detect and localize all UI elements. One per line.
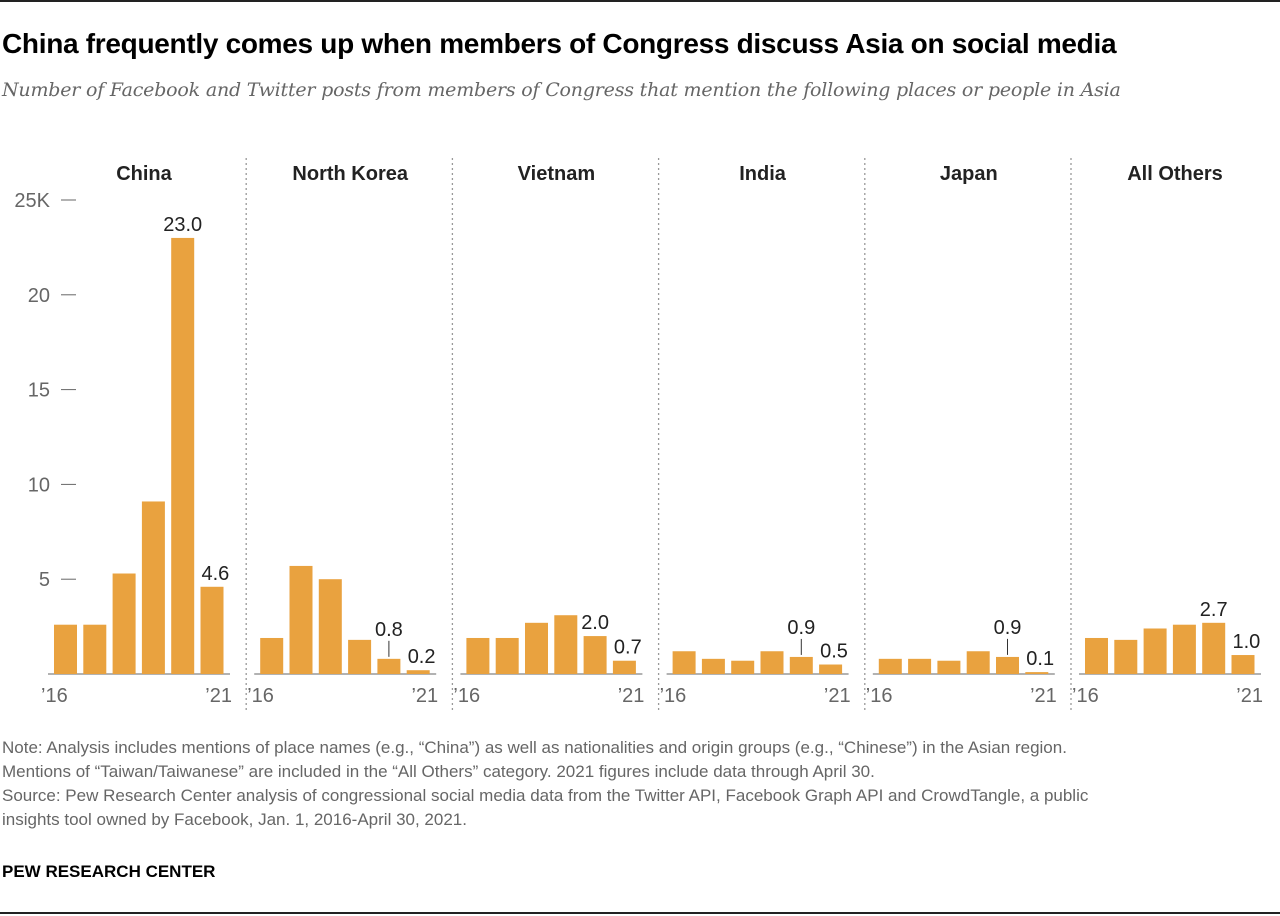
bar-india-2016 (672, 651, 696, 674)
bar-india-2019 (760, 651, 784, 674)
chart-subtitle: Number of Facebook and Twitter posts fro… (2, 79, 1121, 101)
source-line-2: insights tool owned by Facebook, Jan. 1,… (2, 810, 467, 829)
bar-all-others-2021 (1231, 655, 1255, 674)
bar-north-korea-2019 (348, 639, 372, 674)
note-line-2: Mentions of “Taiwan/Taiwanese” are inclu… (2, 762, 875, 781)
data-label-all-others-2020: 2.7 (1200, 599, 1228, 621)
brand-label: PEW RESEARCH CENTER (2, 862, 216, 881)
data-label-china-2020: 23.0 (163, 214, 202, 236)
y-tick-label: 25K (14, 190, 50, 212)
x-label-start: ’16 (41, 685, 68, 707)
bar-india-2020 (789, 656, 813, 674)
y-tick-label: 5 (39, 569, 50, 591)
x-label-end: ’21 (824, 685, 851, 707)
bar-vietnam-2020 (583, 636, 607, 674)
bar-vietnam-2018 (525, 622, 548, 674)
panel-title-japan: Japan (940, 163, 998, 185)
bar-japan-2018 (937, 660, 961, 674)
x-label-end: ’21 (1030, 685, 1057, 707)
y-tick-label: 20 (28, 285, 50, 307)
chart-title: China frequently comes up when members o… (2, 28, 1117, 59)
x-label-start: ’16 (866, 685, 893, 707)
bar-north-korea-2020 (377, 658, 401, 674)
panel-title-north-korea: North Korea (292, 163, 408, 185)
data-label-india-2021: 0.5 (820, 641, 848, 663)
bar-japan-2019 (966, 651, 990, 674)
data-label-vietnam-2021: 0.7 (614, 637, 642, 659)
bar-all-others-2017 (1114, 639, 1138, 674)
bar-india-2018 (731, 660, 755, 674)
y-tick-label: 10 (28, 474, 50, 496)
panel-title-vietnam: Vietnam (518, 163, 595, 185)
y-tick-label: 15 (28, 380, 50, 402)
bottom-rule (0, 912, 1280, 914)
bar-north-korea-2016 (260, 637, 284, 674)
panel-title-india: India (739, 163, 787, 185)
bar-india-2021 (819, 664, 843, 674)
source-line-1: Source: Pew Research Center analysis of … (2, 786, 1089, 805)
bar-japan-2016 (878, 658, 902, 674)
bar-all-others-2018 (1143, 628, 1167, 674)
bar-vietnam-2016 (466, 637, 490, 674)
data-label-japan-2021: 0.1 (1026, 648, 1054, 670)
bar-japan-2017 (908, 658, 932, 674)
bar-japan-2021 (1025, 672, 1049, 674)
notes: Note: Analysis includes mentions of plac… (2, 736, 1088, 832)
bar-vietnam-2021 (612, 660, 636, 674)
bar-chart: 25K 20 15 10 5 China 23.0 4.6 ’16 ’21 North Korea 0… (14, 158, 1263, 710)
bar-china-2016 (54, 624, 77, 674)
bar-china-2018 (112, 573, 136, 674)
bar-all-others-2016 (1085, 637, 1108, 674)
panel-title-all-others: All Others (1127, 163, 1223, 185)
x-label-start: ’16 (247, 685, 274, 707)
bar-vietnam-2019 (554, 615, 578, 674)
x-label-start: ’16 (1072, 685, 1099, 707)
bar-china-2017 (83, 624, 107, 674)
x-label-end: ’21 (618, 685, 645, 707)
data-label-vietnam-2020: 2.0 (581, 612, 609, 634)
bar-north-korea-2018 (318, 579, 342, 674)
x-label-end: ’21 (205, 685, 232, 707)
note-line-1: Note: Analysis includes mentions of plac… (2, 738, 1067, 757)
bar-china-2021 (200, 586, 224, 674)
bar-japan-2020 (996, 656, 1019, 674)
top-rule (0, 0, 1280, 2)
data-label-north-korea-2021: 0.2 (408, 646, 436, 668)
data-label-japan-2020: 0.9 (994, 617, 1022, 639)
x-label-end: ’21 (411, 685, 438, 707)
x-label-end: ’21 (1236, 685, 1263, 707)
bar-vietnam-2017 (495, 637, 519, 674)
bar-china-2020 (171, 237, 195, 675)
bar-north-korea-2021 (406, 670, 430, 674)
bar-china-2019 (141, 501, 165, 674)
data-label-china-2021: 4.6 (202, 563, 230, 585)
data-label-all-others-2021: 1.0 (1233, 631, 1261, 653)
bar-india-2017 (701, 658, 725, 674)
x-label-start: ’16 (660, 685, 687, 707)
bar-all-others-2019 (1172, 624, 1196, 674)
data-label-north-korea-2020: 0.8 (375, 619, 403, 641)
bar-all-others-2020 (1202, 622, 1226, 674)
x-label-start: ’16 (453, 685, 480, 707)
bar-north-korea-2017 (289, 565, 313, 674)
data-label-india-2020: 0.9 (787, 617, 815, 639)
panel-title-china: China (116, 163, 172, 185)
